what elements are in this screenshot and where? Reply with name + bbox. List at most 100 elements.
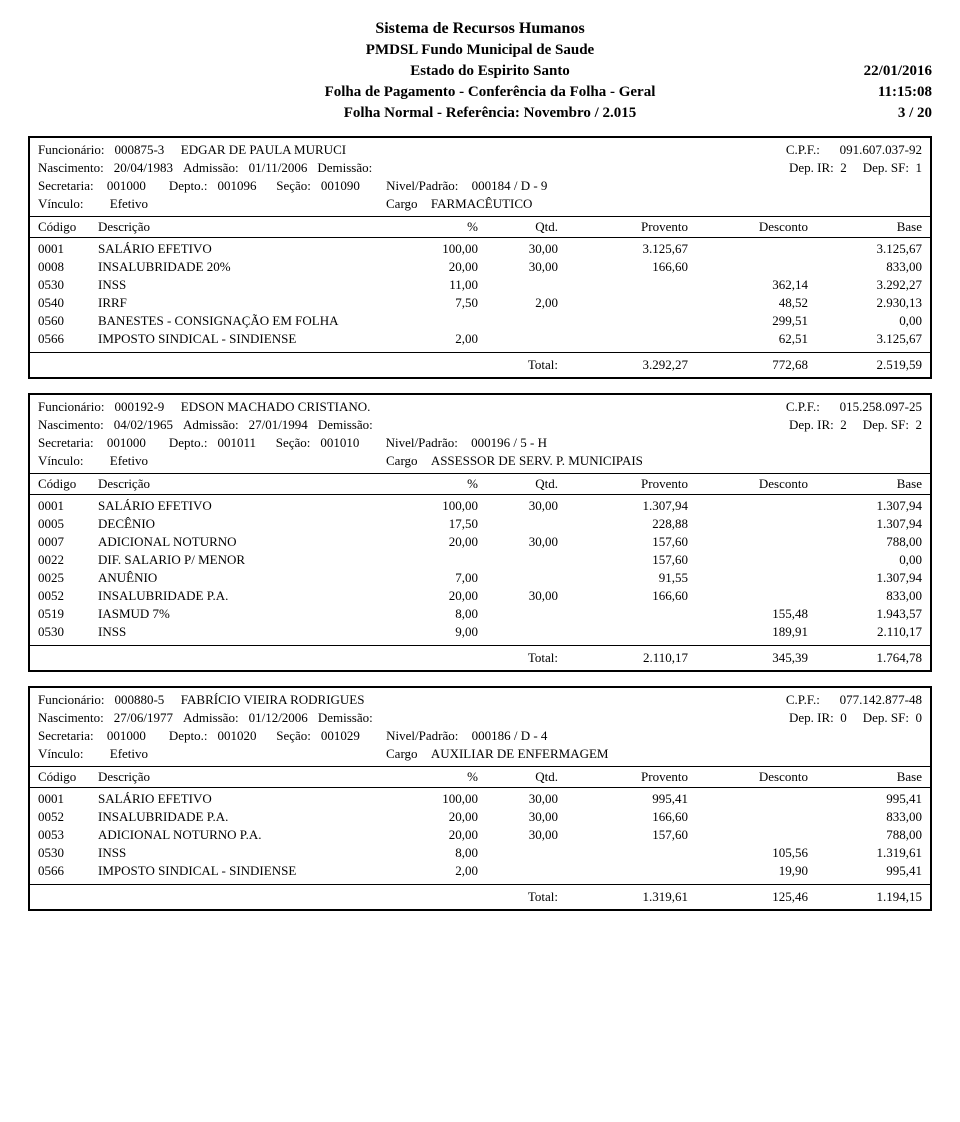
funcionario-label: Funcionário: — [38, 399, 104, 415]
item-base: 2.110,17 — [808, 624, 922, 640]
item-provento: 91,55 — [558, 570, 688, 586]
item-desc: ADICIONAL NOTURNO P.A. — [98, 827, 398, 843]
item-base: 788,00 — [808, 827, 922, 843]
item-desconto: 62,51 — [688, 331, 808, 347]
item-desconto — [688, 241, 808, 257]
cpf-value: 015.258.097-25 — [830, 399, 922, 415]
item-code: 0001 — [38, 791, 98, 807]
items-list: 0001 SALÁRIO EFETIVO 100,00 30,00 995,41… — [38, 788, 922, 882]
item-desconto: 155,48 — [688, 606, 808, 622]
cargo-label: Cargo — [386, 746, 418, 762]
total-desconto: 772,68 — [688, 357, 808, 373]
item-code: 0022 — [38, 552, 98, 568]
item-qtd: 30,00 — [478, 534, 558, 550]
item-desconto — [688, 809, 808, 825]
item-pct: 11,00 — [398, 277, 478, 293]
cpf-value: 077.142.877-48 — [830, 692, 922, 708]
item-desconto: 19,90 — [688, 863, 808, 879]
item-pct: 20,00 — [398, 809, 478, 825]
report-date: 22/01/2016 — [832, 63, 932, 80]
nascimento-label: Nascimento: — [38, 160, 104, 176]
cpf-value: 091.607.037-92 — [830, 142, 922, 158]
nivelpadrao-value: 000196 / 5 - H — [468, 435, 547, 451]
depsf-value: 1 — [916, 160, 923, 175]
admissao-label: Admissão: — [183, 417, 239, 433]
item-base: 1.319,61 — [808, 845, 922, 861]
item-desconto — [688, 588, 808, 604]
cargo-label: Cargo — [386, 453, 418, 469]
item-base: 1.307,94 — [808, 516, 922, 532]
col-qtd: Qtd. — [478, 476, 558, 492]
page-number: 3 / 20 — [832, 105, 932, 122]
item-provento — [558, 845, 688, 861]
item-code: 0007 — [38, 534, 98, 550]
item-pct: 8,00 — [398, 845, 478, 861]
col-pct: % — [398, 769, 478, 785]
depto-value: 001020 — [217, 728, 256, 744]
item-desc: INSS — [98, 624, 398, 640]
total-desconto: 125,46 — [688, 889, 808, 905]
depir-value: 0 — [840, 710, 847, 725]
item-desconto: 362,14 — [688, 277, 808, 293]
item-base: 3.125,67 — [808, 331, 922, 347]
secao-value: 001029 — [321, 728, 360, 744]
item-desconto: 48,52 — [688, 295, 808, 311]
col-base: Base — [808, 476, 922, 492]
nascimento-value: 20/04/1983 — [114, 160, 173, 176]
item-code: 0025 — [38, 570, 98, 586]
secretaria-label: Secretaria: — [38, 178, 94, 194]
payroll-item-row: 0007 ADICIONAL NOTURNO 20,00 30,00 157,6… — [38, 533, 922, 551]
item-desconto: 299,51 — [688, 313, 808, 329]
item-desc: IRRF — [98, 295, 398, 311]
col-provento: Provento — [558, 769, 688, 785]
item-provento — [558, 606, 688, 622]
item-base: 1.307,94 — [808, 498, 922, 514]
item-base: 995,41 — [808, 791, 922, 807]
secretaria-value: 001000 — [104, 435, 146, 451]
item-desc: SALÁRIO EFETIVO — [98, 498, 398, 514]
total-base: 1.764,78 — [808, 650, 922, 666]
employee-block: Funcionário: 000880-5 FABRÍCIO VIEIRA RO… — [28, 686, 932, 911]
depir-label: Dep. IR: — [789, 710, 834, 725]
total-desconto: 345,39 — [688, 650, 808, 666]
system-title: Sistema de Recursos Humanos — [28, 20, 932, 38]
col-codigo: Código — [38, 219, 98, 235]
funcionario-id: 000880-5 — [114, 692, 164, 708]
item-desconto — [688, 827, 808, 843]
depsf-label: Dep. SF: — [863, 710, 909, 725]
item-qtd — [478, 570, 558, 586]
item-desc: INSALUBRIDADE 20% — [98, 259, 398, 275]
depsf-label: Dep. SF: — [863, 160, 909, 175]
cpf-label: C.P.F.: — [786, 692, 820, 708]
item-qtd — [478, 624, 558, 640]
col-qtd: Qtd. — [478, 219, 558, 235]
payroll-item-row: 0053 ADICIONAL NOTURNO P.A. 20,00 30,00 … — [38, 826, 922, 844]
item-provento — [558, 624, 688, 640]
secretaria-value: 001000 — [104, 178, 146, 194]
item-code: 0005 — [38, 516, 98, 532]
admissao-value: 01/12/2006 — [249, 710, 308, 726]
payroll-item-row: 0566 IMPOSTO SINDICAL - SINDIENSE 2,00 6… — [38, 330, 922, 348]
depir-value: 2 — [840, 160, 847, 175]
cargo-value: ASSESSOR DE SERV. P. MUNICIPAIS — [428, 453, 643, 469]
funcionario-id: 000192-9 — [114, 399, 164, 415]
item-pct: 20,00 — [398, 827, 478, 843]
item-base: 3.125,67 — [808, 241, 922, 257]
item-pct: 7,50 — [398, 295, 478, 311]
item-pct: 9,00 — [398, 624, 478, 640]
admissao-label: Admissão: — [183, 160, 239, 176]
total-provento: 3.292,27 — [558, 357, 688, 373]
col-base: Base — [808, 219, 922, 235]
item-pct: 17,50 — [398, 516, 478, 532]
item-base: 1.943,57 — [808, 606, 922, 622]
item-pct — [398, 552, 478, 568]
secao-label: Seção: — [266, 178, 310, 194]
funcionario-id: 000875-3 — [114, 142, 164, 158]
vinculo-value: Efetivo — [94, 196, 149, 212]
item-desc: IMPOSTO SINDICAL - SINDIENSE — [98, 863, 398, 879]
col-desconto: Desconto — [688, 219, 808, 235]
item-provento: 157,60 — [558, 534, 688, 550]
item-code: 0566 — [38, 863, 98, 879]
payroll-item-row: 0560 BANESTES - CONSIGNAÇÃO EM FOLHA 299… — [38, 312, 922, 330]
funcionario-name: FABRÍCIO VIEIRA RODRIGUES — [174, 692, 364, 708]
